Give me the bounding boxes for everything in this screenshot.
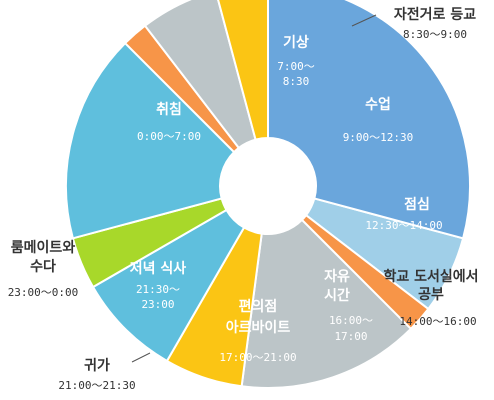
slice-classes-label: 수업	[365, 97, 391, 113]
slice-sleep-label: 취침	[156, 102, 182, 118]
slice-dinner-time-line1: 21:30～	[136, 283, 180, 296]
slice-library-study-label-line1: 학교 도서실에서	[383, 269, 478, 285]
slice-free-time-label-line1: 자유	[324, 269, 350, 285]
slice-sleep-time: 0:00～7:00	[137, 130, 201, 143]
slice-roommate-chat-label-line1: 룸메이트와	[11, 239, 76, 256]
slice-roommate-chat-time: 23:00～0:00	[8, 286, 79, 299]
donut-hole	[220, 138, 316, 234]
slice-classes-time: 9:00～12:30	[343, 131, 414, 144]
slice-dinner-label: 저녁 식사	[130, 261, 187, 277]
slice-roommate-chat-label-line2: 수다	[30, 259, 56, 275]
slice-return-home-time: 21:00～21:30	[58, 379, 135, 392]
slice-lunch-label: 점심	[404, 196, 430, 213]
slice-part-time-job-label-line1: 편의점	[239, 298, 278, 315]
slice-lunch-time: 12:30～14:00	[365, 219, 442, 232]
slice-free-time-label-line2: 시간	[324, 287, 350, 304]
slice-bike-commute-time: 8:30～9:00	[403, 28, 467, 41]
slice-library-study-time: 14:00～16:00	[399, 315, 476, 328]
slice-wake-up-time-line2: 8:30	[283, 75, 310, 88]
slice-part-time-job-time: 17:00～21:00	[219, 351, 296, 364]
slice-wake-up-time-line1: 7:00～	[277, 60, 315, 73]
slice-bike-commute-label: 자전거로 등교	[394, 6, 476, 23]
slice-dinner-time-line2: 23:00	[141, 298, 174, 311]
leader-line-return-home	[131, 352, 151, 363]
leader-line-commute	[351, 14, 377, 27]
slice-free-time-time-line2: 17:00	[334, 330, 367, 343]
slice-return-home-label: 귀가	[84, 357, 110, 374]
slice-free-time-time-line1: 16:00～	[329, 314, 373, 327]
slice-library-study-label-line2: 공부	[418, 287, 444, 303]
slice-wake-up-label: 기상	[283, 35, 309, 51]
slice-part-time-job-label-line2: 아르바이트	[226, 319, 291, 336]
